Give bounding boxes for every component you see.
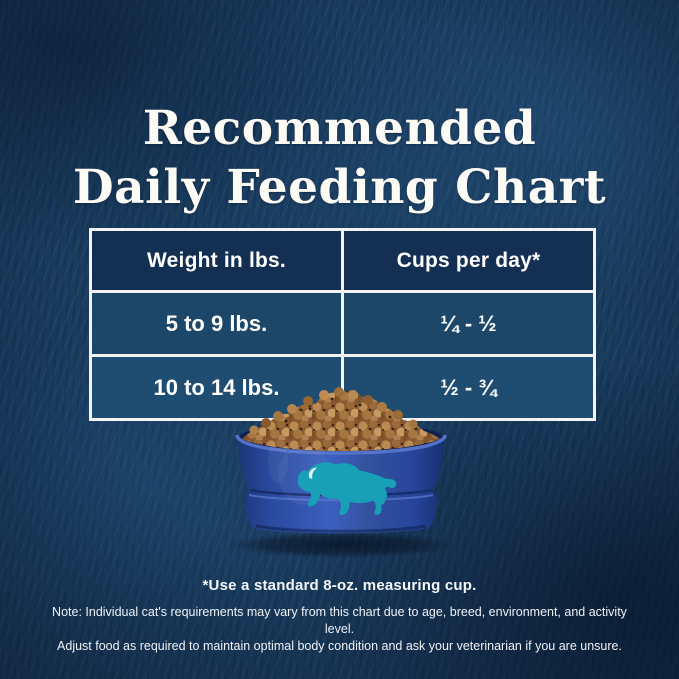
measuring-cup-footnote: *Use a standard 8-oz. measuring cup. [202,577,477,594]
table-header-weight: Weight in lbs. [92,231,341,290]
page-title-line1: Recommended [142,101,537,157]
table-row1-weight: 5 to 9 lbs. [92,293,341,354]
page-title-line2: Daily Feeding Chart [72,160,607,216]
table-header-cups: Cups per day* [344,231,593,290]
feeding-table: Weight in lbs. Cups per day* 5 to 9 lbs.… [89,228,596,421]
disclaimer-note-line1: Note: Individual cat's requirements may … [52,605,627,636]
page-title: Recommended Daily Feeding Chart [0,99,679,217]
buffalo-logo-icon [297,462,397,516]
kibble-bowl-illustration [227,387,455,558]
kibble-pile [242,387,440,451]
disclaimer-note-line2: Adjust food as required to maintain opti… [57,639,622,653]
table-row1-cups: ¼ - ½ [344,293,593,354]
bowl-shadow [227,532,455,558]
disclaimer-note: Note: Individual cat's requirements may … [40,604,639,655]
